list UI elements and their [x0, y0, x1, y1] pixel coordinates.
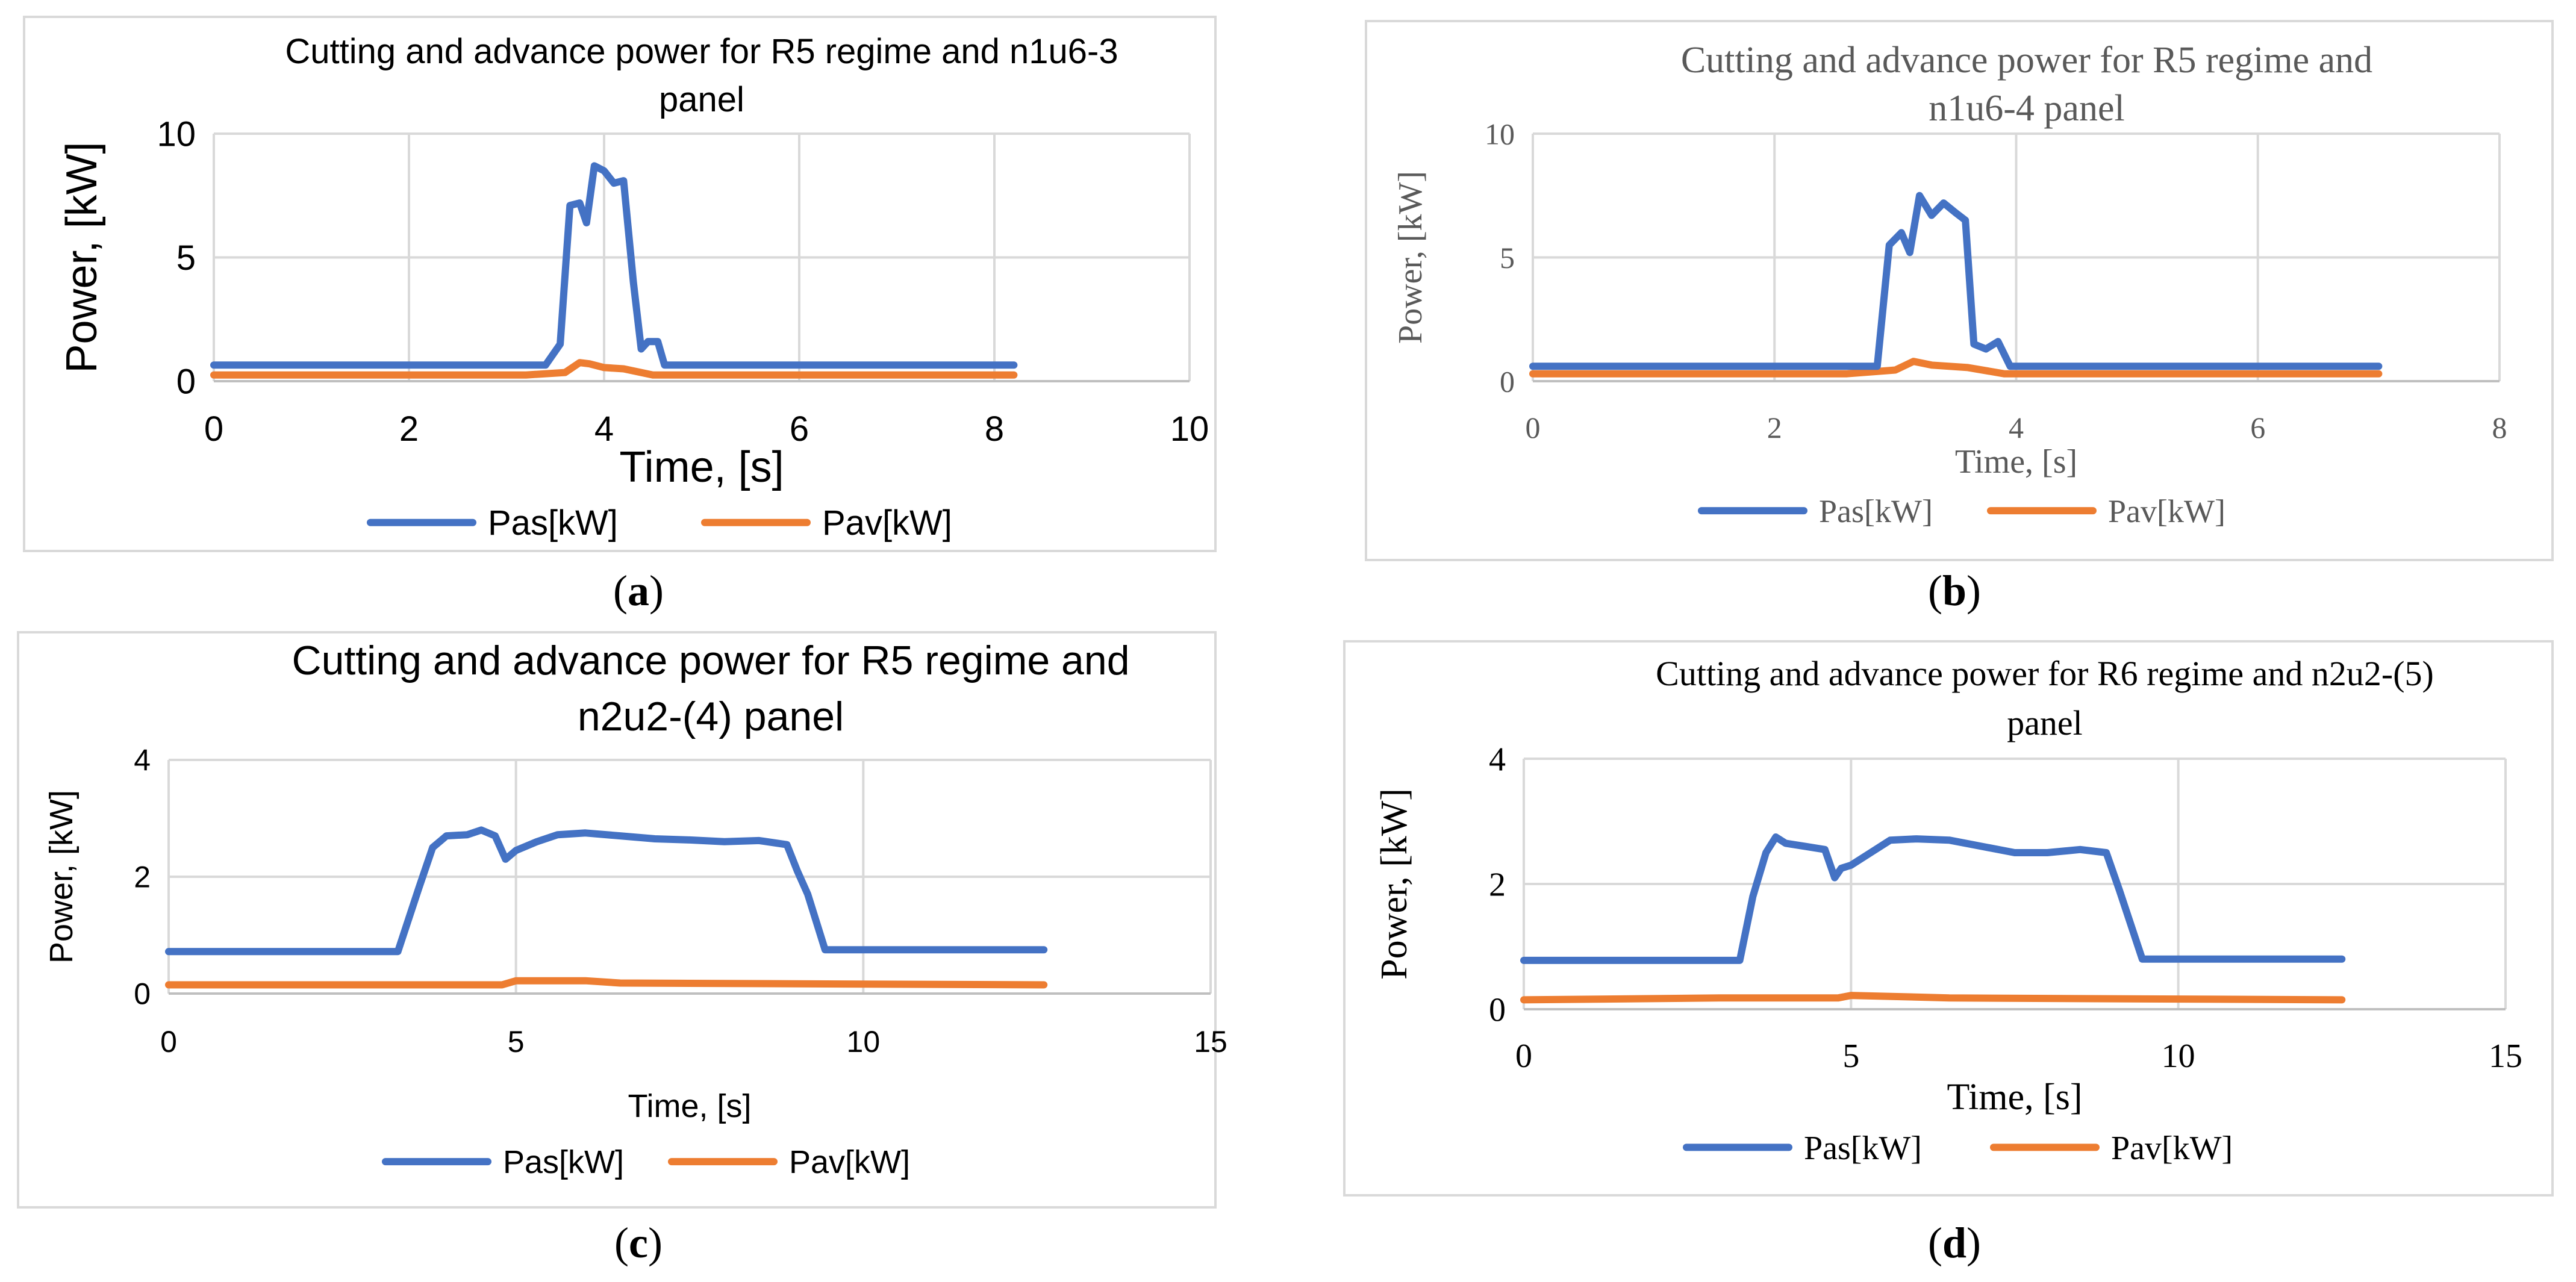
x-tick-label: 2 [1767, 411, 1782, 444]
panel-caption: (d) [1928, 1219, 1981, 1267]
x-tick-label: 4 [594, 409, 614, 449]
caption-paren-close: ) [1966, 567, 1981, 615]
y-tick-label: 10 [157, 114, 196, 154]
legend-label: Pas[kW] [488, 503, 618, 543]
series-line-paskw [1529, 191, 2383, 370]
series-line-pavkw [210, 359, 1018, 379]
legend-label: Pav[kW] [2111, 1130, 2233, 1167]
caption-letter: c [629, 1219, 648, 1267]
x-tick-label: 5 [1842, 1038, 1859, 1075]
chart-frame [1365, 20, 2554, 561]
chart-frame [23, 16, 1217, 552]
chart-title-line: Cutting and advance power for R5 regime … [285, 32, 1118, 71]
caption-paren-open: ( [1928, 1219, 1942, 1267]
legend-label: Pav[kW] [789, 1144, 910, 1180]
x-tick-label: 15 [1194, 1025, 1227, 1059]
legend-label: Pas[kW] [1819, 493, 1933, 529]
chart-title-line: n1u6-4 panel [1929, 88, 2124, 129]
y-tick-label: 10 [1485, 117, 1515, 151]
x-tick-label: 0 [160, 1025, 177, 1059]
panel-caption: (a) [613, 567, 664, 615]
y-tick-label: 5 [1500, 241, 1515, 275]
chart-panel-a: Cutting and advance power for R5 regime … [23, 16, 1217, 615]
y-axis-label: Power, [kW] [1374, 788, 1415, 980]
chart-frame [17, 631, 1217, 1209]
legend-label: Pav[kW] [2108, 493, 2225, 529]
x-tick-label: 10 [1170, 409, 1209, 449]
x-tick-label: 5 [508, 1025, 525, 1059]
x-tick-label: 8 [2492, 411, 2507, 444]
y-tick-label: 0 [176, 362, 196, 401]
y-tick-label: 5 [176, 238, 196, 278]
caption-paren-close: ) [648, 1219, 663, 1267]
chart-title-line: panel [659, 80, 744, 119]
series-line-pavkw [1520, 992, 2346, 1004]
y-axis-label: Power, [kW] [58, 142, 106, 373]
x-tick-label: 15 [2489, 1038, 2522, 1075]
caption-paren-close: ) [649, 567, 664, 615]
series-line-paskw [210, 162, 1018, 369]
x-tick-label: 0 [204, 409, 223, 449]
y-tick-label: 0 [134, 977, 151, 1011]
panel-caption: (b) [1928, 567, 1981, 615]
x-tick-label: 4 [2009, 411, 2024, 444]
y-tick-label: 0 [1489, 992, 1506, 1029]
legend-label: Pav[kW] [822, 503, 952, 543]
chart-title-line: panel [2007, 703, 2083, 742]
caption-paren-open: ( [614, 1219, 629, 1267]
x-tick-label: 8 [985, 409, 1004, 449]
chart-title-line: n2u2-(4) panel [578, 694, 844, 739]
chart-title-line: Cutting and advance power for R5 regime … [292, 638, 1129, 683]
caption-letter: d [1942, 1219, 1966, 1267]
y-axis-label: Power, [kW] [43, 790, 80, 963]
x-tick-label: 0 [1515, 1038, 1532, 1075]
x-axis-label: Time, [s] [1947, 1077, 2082, 1118]
caption-letter: a [628, 567, 649, 615]
y-tick-label: 0 [1500, 365, 1515, 399]
chart-title-line: Cutting and advance power for R6 regime … [1656, 654, 2434, 693]
x-tick-label: 0 [1526, 411, 1541, 444]
caption-letter: b [1942, 567, 1966, 615]
x-tick-label: 6 [2250, 411, 2265, 444]
y-tick-label: 2 [1489, 867, 1506, 904]
caption-paren-open: ( [1928, 567, 1942, 615]
chart-title-line: Cutting and advance power for R5 regime … [1681, 40, 2372, 81]
x-axis-label: Time, [s] [1955, 443, 2077, 481]
series-line-paskw [165, 826, 1048, 956]
chart-panel-d: Cutting and advance power for R6 regime … [1343, 640, 2554, 1267]
x-tick-label: 10 [847, 1025, 881, 1059]
x-tick-label: 10 [2162, 1038, 2195, 1075]
y-tick-label: 2 [134, 860, 151, 894]
chart-panel-b: Cutting and advance power for R5 regime … [1365, 20, 2554, 615]
x-tick-label: 2 [399, 409, 419, 449]
caption-paren-open: ( [613, 567, 628, 615]
legend-label: Pas[kW] [1804, 1130, 1922, 1167]
series-line-paskw [1520, 833, 2346, 964]
x-tick-label: 6 [790, 409, 809, 449]
y-tick-label: 4 [1489, 741, 1506, 779]
series-line-pavkw [165, 977, 1048, 989]
y-axis-label: Power, [kW] [1392, 171, 1429, 344]
chart-panel-c: Cutting and advance power for R5 regime … [17, 631, 1227, 1267]
chart-frame [1343, 640, 2554, 1196]
series-line-pavkw [1529, 358, 2383, 378]
panel-caption: (c) [614, 1219, 663, 1267]
x-axis-label: Time, [s] [619, 443, 784, 491]
y-tick-label: 4 [134, 744, 151, 777]
caption-paren-close: ) [1966, 1219, 1981, 1267]
x-axis-label: Time, [s] [628, 1088, 751, 1124]
legend-label: Pas[kW] [503, 1144, 624, 1180]
